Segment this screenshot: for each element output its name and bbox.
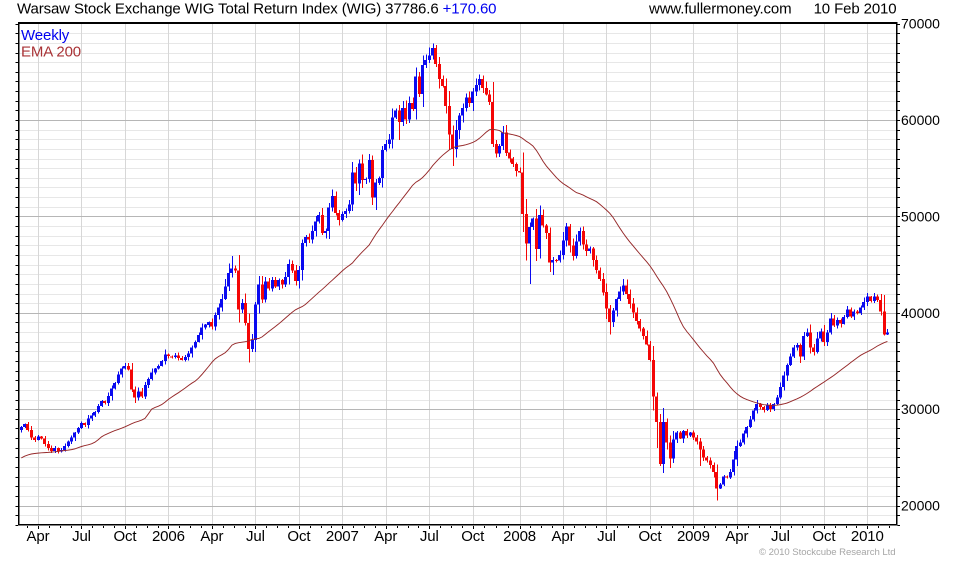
svg-text:Apr: Apr — [552, 528, 575, 545]
svg-text:Jul: Jul — [597, 528, 616, 545]
svg-text:60000: 60000 — [901, 112, 940, 128]
svg-text:70000: 70000 — [901, 16, 940, 32]
svg-text:Apr: Apr — [374, 528, 397, 545]
svg-text:Oct: Oct — [287, 528, 311, 545]
svg-text:20000: 20000 — [901, 498, 940, 514]
svg-text:2010: 2010 — [851, 528, 884, 545]
svg-text:30000: 30000 — [901, 401, 940, 417]
svg-text:Warsaw Stock Exchange WIG Tota: Warsaw Stock Exchange WIG Total Return I… — [17, 1, 496, 18]
svg-text:www.fullermoney.com: www.fullermoney.com — [648, 1, 791, 18]
svg-text:Apr: Apr — [725, 528, 748, 545]
svg-text:Oct: Oct — [812, 528, 836, 545]
svg-text:10 Feb 2010: 10 Feb 2010 — [814, 1, 897, 18]
svg-text:Oct: Oct — [461, 528, 485, 545]
svg-text:EMA 200: EMA 200 — [21, 43, 81, 60]
svg-text:Apr: Apr — [27, 528, 50, 545]
svg-text:Jul: Jul — [246, 528, 265, 545]
svg-text:2009: 2009 — [677, 528, 710, 545]
svg-text:2007: 2007 — [326, 528, 359, 545]
svg-text:2006: 2006 — [152, 528, 185, 545]
svg-text:Jul: Jul — [420, 528, 439, 545]
svg-text:40000: 40000 — [901, 305, 940, 321]
svg-text:© 2010 Stockcube Research Ltd: © 2010 Stockcube Research Ltd — [759, 547, 896, 558]
svg-text:50000: 50000 — [901, 208, 940, 224]
svg-text:Oct: Oct — [114, 528, 138, 545]
svg-text:Jul: Jul — [771, 528, 790, 545]
svg-text:Jul: Jul — [72, 528, 91, 545]
svg-text:Apr: Apr — [200, 528, 223, 545]
svg-text:Oct: Oct — [639, 528, 663, 545]
svg-text:2008: 2008 — [503, 528, 536, 545]
svg-text:Weekly: Weekly — [21, 27, 70, 44]
